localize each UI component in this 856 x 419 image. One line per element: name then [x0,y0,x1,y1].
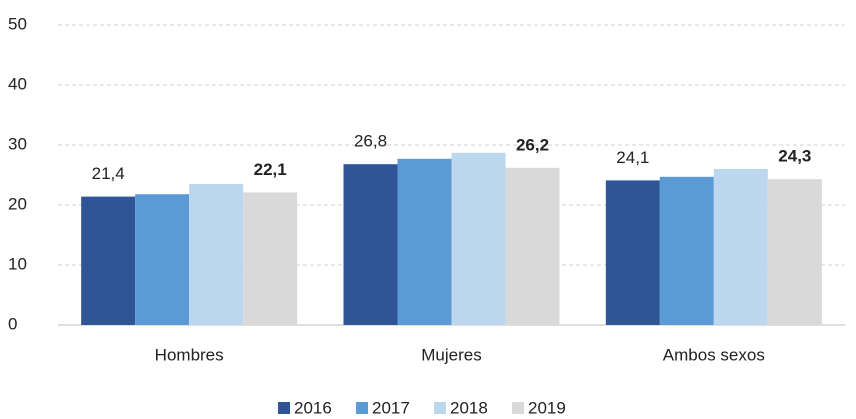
bar [505,167,560,325]
bar [605,180,660,325]
y-tick-label: 10 [8,254,27,273]
x-tick-label: Mujeres [421,345,481,364]
x-tick-label: Ambos sexos [663,345,765,364]
legend-swatch [434,402,446,414]
bar [343,164,398,325]
data-label: 21,4 [92,164,125,183]
data-label: 26,2 [516,135,549,154]
bar [243,192,298,325]
legend-swatch [278,402,290,414]
bar [659,176,714,325]
bar [81,196,136,325]
bar [189,184,244,325]
legend-swatch [356,402,368,414]
bar [767,179,822,325]
y-tick-label: 20 [8,194,27,213]
x-tick-label: Hombres [155,345,224,364]
data-label: 22,1 [254,160,287,179]
legend-label: 2018 [450,398,488,417]
y-tick-label: 40 [8,74,27,93]
bar [713,169,768,325]
data-label: 24,1 [616,148,649,167]
legend-swatch [512,402,524,414]
legend-label: 2019 [528,398,566,417]
bar [135,194,190,325]
bar [397,158,452,325]
data-label: 26,8 [354,132,387,151]
legend-label: 2017 [372,398,410,417]
y-tick-label: 50 [8,14,27,33]
data-label: 24,3 [778,147,811,166]
legend-label: 2016 [294,398,332,417]
bar [451,152,506,325]
y-tick-label: 0 [8,314,17,333]
y-tick-label: 30 [8,134,27,153]
